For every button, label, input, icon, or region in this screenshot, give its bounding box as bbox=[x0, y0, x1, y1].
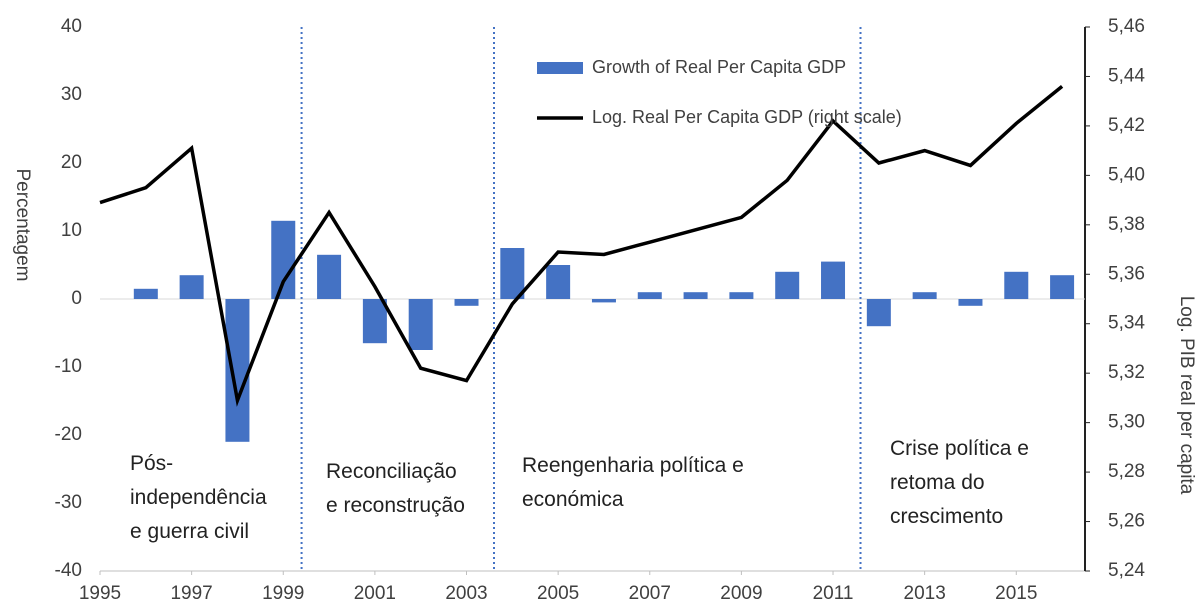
bar bbox=[637, 292, 662, 299]
x-tick-label: 2005 bbox=[537, 583, 579, 604]
y-tick-label: 30 bbox=[61, 84, 82, 105]
y2-tick-label: 5,44 bbox=[1108, 65, 1145, 86]
y2-tick-label: 5,30 bbox=[1108, 412, 1145, 433]
y-axis-title: Percentagem bbox=[12, 168, 33, 281]
bar bbox=[1050, 275, 1075, 299]
x-tick-label: 2009 bbox=[720, 583, 762, 604]
bar bbox=[408, 299, 433, 350]
bar bbox=[179, 275, 204, 299]
period-label-line: Reengenharia política e bbox=[522, 454, 744, 477]
bar bbox=[133, 288, 158, 299]
period-label-line: independência bbox=[130, 486, 267, 509]
period-label-line: retoma do bbox=[890, 471, 985, 494]
bar bbox=[729, 292, 754, 299]
bar bbox=[912, 292, 937, 299]
period-label-line: Reconciliação bbox=[326, 460, 457, 483]
period-label-line: e guerra civil bbox=[130, 520, 249, 543]
period-label: Crise política e retoma do crescimento bbox=[890, 437, 1029, 528]
bar bbox=[775, 271, 800, 299]
bar bbox=[1004, 271, 1029, 299]
y2-tick-label: 5,24 bbox=[1108, 560, 1145, 581]
x-tick-label: 1997 bbox=[170, 583, 212, 604]
y2-tick-label: 5,28 bbox=[1108, 461, 1145, 482]
bar bbox=[683, 292, 708, 299]
y2-tick-label: 5,46 bbox=[1108, 16, 1145, 37]
y-tick-label: -10 bbox=[55, 356, 82, 377]
y2-tick-label: 5,34 bbox=[1108, 313, 1145, 334]
y-tick-label: 0 bbox=[71, 288, 82, 309]
period-label: Reengenharia política e económica bbox=[522, 454, 744, 511]
y2-tick-label: 5,32 bbox=[1108, 362, 1145, 383]
x-tick-label: 1999 bbox=[262, 583, 304, 604]
bar bbox=[546, 265, 571, 299]
bar bbox=[866, 299, 891, 327]
bar bbox=[958, 299, 983, 306]
x-tick-label: 2003 bbox=[445, 583, 487, 604]
bar bbox=[821, 261, 846, 299]
legend-swatch bbox=[537, 62, 583, 74]
legend-label: Log. Real Per Capita GDP (right scale) bbox=[592, 107, 902, 127]
bar bbox=[591, 299, 616, 303]
line bbox=[99, 84, 1064, 407]
y-tick-label: 10 bbox=[61, 220, 82, 241]
y2-tick-label: 5,40 bbox=[1108, 164, 1145, 185]
bar bbox=[317, 254, 342, 299]
x-tick-label: 2001 bbox=[354, 583, 396, 604]
period-label-line: económica bbox=[522, 488, 624, 511]
bar bbox=[454, 299, 479, 306]
y-tick-label: -30 bbox=[55, 492, 82, 513]
x-tick-label: 2007 bbox=[629, 583, 671, 604]
y2-tick-label: 5,36 bbox=[1108, 263, 1145, 284]
period-label-line: e reconstrução bbox=[326, 494, 465, 517]
x-tick-label: 1995 bbox=[79, 583, 121, 604]
bar bbox=[271, 220, 296, 299]
period-label-line: Crise política e bbox=[890, 437, 1029, 460]
bar bbox=[225, 299, 250, 442]
period-label: Pós-independência e guerra civil bbox=[130, 452, 267, 543]
y-tick-label: 40 bbox=[61, 16, 82, 37]
y-tick-label: 20 bbox=[61, 152, 82, 173]
y2-axis-title: Log. PIB real per capita bbox=[1176, 296, 1197, 495]
period-label-line: Pós- bbox=[130, 452, 173, 475]
y-tick-label: -20 bbox=[55, 424, 82, 445]
legend-label: Growth of Real Per Capita GDP bbox=[592, 57, 846, 77]
x-tick-label: 2013 bbox=[904, 583, 946, 604]
x-tick-label: 2015 bbox=[995, 583, 1037, 604]
y2-tick-label: 5,26 bbox=[1108, 511, 1145, 532]
y-tick-label: -40 bbox=[55, 560, 82, 581]
bar bbox=[500, 248, 525, 299]
bar bbox=[362, 299, 387, 344]
y2-tick-label: 5,42 bbox=[1108, 115, 1145, 136]
period-label: Reconciliação e reconstrução bbox=[326, 460, 465, 517]
x-tick-label: 2011 bbox=[813, 583, 854, 604]
period-label-line: crescimento bbox=[890, 505, 1003, 528]
y2-tick-label: 5,38 bbox=[1108, 214, 1145, 235]
